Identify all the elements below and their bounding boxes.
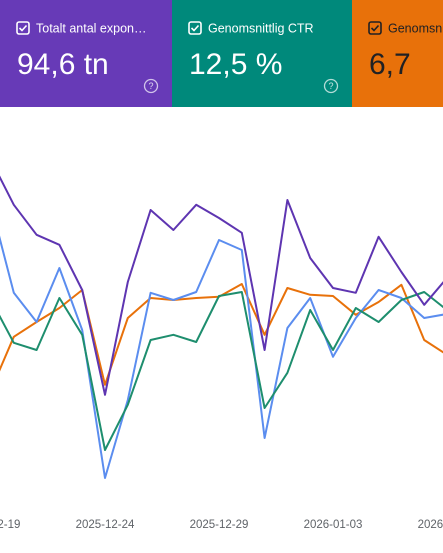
- plot-area: [0, 175, 443, 479]
- metric-card[interactable]: Genomsnittlig position 6,7: [352, 0, 443, 107]
- metric-card[interactable]: Genomsnittlig CTR 12,5 %?: [172, 0, 352, 107]
- checkmark: [370, 24, 380, 32]
- card-background: [352, 0, 443, 107]
- x-tick-label: 2025-12-29: [190, 519, 249, 531]
- x-tick-label: 2025-12-24: [76, 519, 135, 531]
- card-value: 12,5 %: [189, 48, 282, 81]
- x-tick-label: 2026-01-03: [304, 519, 363, 531]
- help-icon-glyph: ?: [328, 81, 333, 91]
- help-icon-glyph: ?: [148, 81, 153, 91]
- card-label: Genomsnittlig position: [388, 21, 443, 35]
- checkbox[interactable]: [188, 21, 202, 35]
- help-icon[interactable]: [323, 78, 339, 94]
- x-tick-label: 2026-01-08: [418, 519, 443, 531]
- checkbox[interactable]: [368, 21, 382, 35]
- card-background: [172, 0, 352, 107]
- metric-cards: Totalt antal expon…94,6 tn?Genomsnittlig…: [0, 0, 443, 107]
- card-value: 6,7: [369, 48, 411, 81]
- series-line: [0, 235, 443, 479]
- checkmark: [18, 24, 28, 32]
- card-value: 94,6 tn: [17, 48, 109, 81]
- x-tick-label: 2025-12-19: [0, 519, 20, 531]
- checkmark: [190, 24, 200, 32]
- series-line: [0, 175, 443, 396]
- series-line: [0, 283, 443, 386]
- card-label: Totalt antal expon…: [36, 21, 147, 35]
- help-icon[interactable]: [143, 78, 159, 94]
- card-background: [0, 0, 172, 107]
- card-label: Genomsnittlig CTR: [208, 21, 314, 35]
- checkbox[interactable]: [16, 21, 30, 35]
- series-line: [0, 291, 443, 451]
- metric-card[interactable]: Totalt antal expon… 94,6 tn?: [0, 0, 172, 107]
